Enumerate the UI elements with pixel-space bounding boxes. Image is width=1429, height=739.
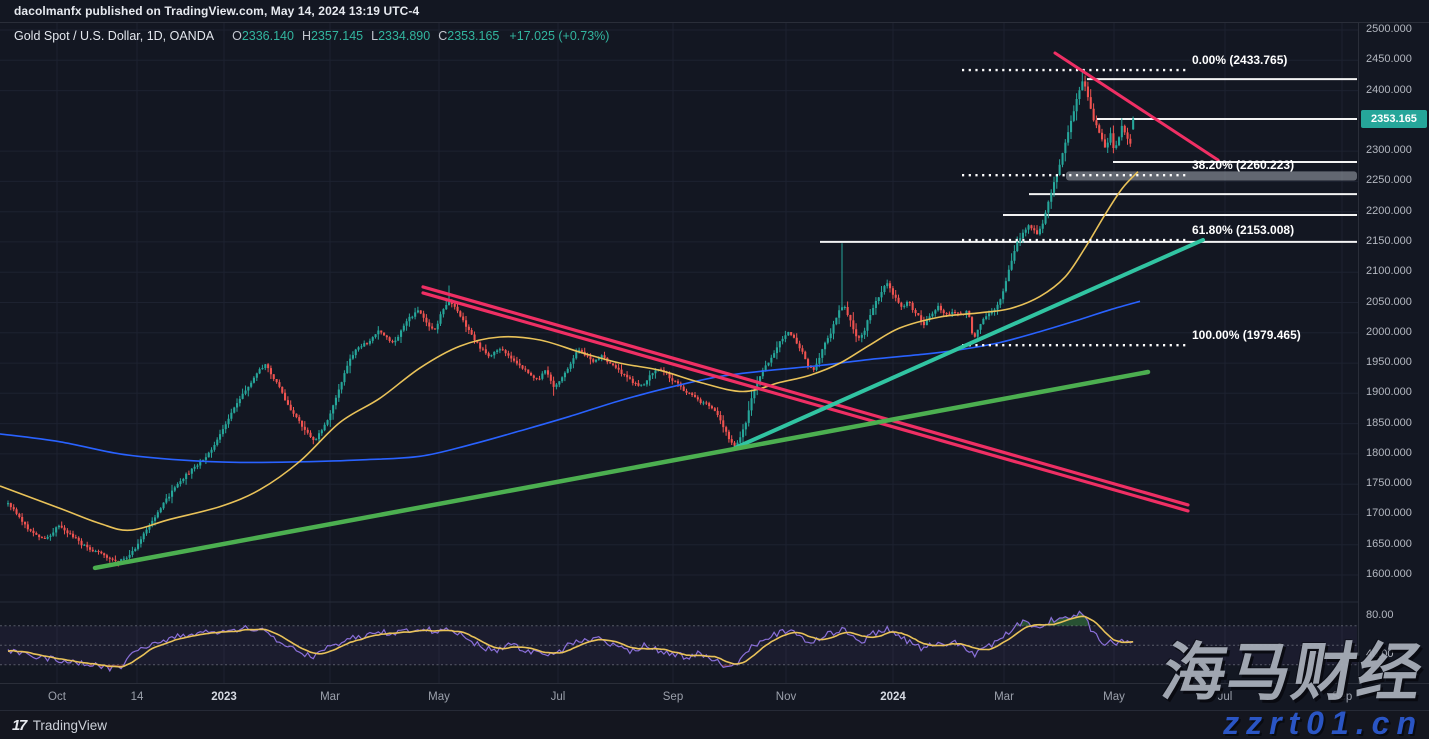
- time-tick-label: Nov: [775, 691, 797, 703]
- price-axis[interactable]: 2353.165 2500.000 2450.000 2400.000 2300.00…: [1358, 22, 1429, 683]
- last-price-badge: 2353.165: [1361, 110, 1427, 128]
- time-tick-label: Sep: [1331, 691, 1353, 703]
- pink-channel-lower-trendline[interactable]: [421, 291, 1190, 513]
- candle-wicks-down: [10, 75, 1131, 567]
- candle-wicks-up: [7, 70, 1134, 565]
- time-tick-label: May: [428, 691, 450, 703]
- teal-support-trendline[interactable]: [733, 237, 1205, 450]
- low-value: 2334.890: [378, 29, 431, 43]
- tradingview-logo-icon: 17: [12, 717, 27, 734]
- tradingview-logo[interactable]: 17 TradingView: [12, 717, 107, 734]
- ma-yellow-line[interactable]: [0, 171, 1139, 532]
- rsi-ma-line[interactable]: [7, 615, 1134, 668]
- high-label: H: [301, 29, 311, 43]
- high-value: 2357.145: [310, 29, 364, 43]
- price-tick-label: 2150.000: [1366, 234, 1412, 247]
- fib-level-label: 61.80% (2153.008): [1192, 223, 1295, 238]
- price-tick-label: 2000.000: [1366, 325, 1412, 338]
- attribution-text: dacolmanfx published on TradingView.com,…: [14, 4, 420, 18]
- change-value: +17.025 (+0.73%): [509, 29, 610, 43]
- price-tick-label: 2200.000: [1366, 204, 1412, 217]
- ma-blue-line[interactable]: [0, 300, 1141, 464]
- chart-canvas[interactable]: [0, 0, 1358, 683]
- price-tick-label: 2400.000: [1366, 83, 1412, 96]
- close-label: C: [438, 29, 448, 43]
- time-tick-label: Mar: [320, 691, 340, 703]
- pink-resistance-trendline[interactable]: [1053, 51, 1220, 162]
- close-value: 2353.165: [447, 29, 500, 43]
- time-tick-label: Sep: [662, 691, 684, 703]
- price-tick-label: 2100.000: [1366, 265, 1412, 278]
- price-tick-label: 1700.000: [1366, 507, 1412, 520]
- price-tick-label: 2050.000: [1366, 295, 1412, 308]
- open-value: 2336.140: [241, 29, 294, 43]
- rsi-tick-label: 40.00: [1366, 648, 1394, 660]
- price-tick-label: 1950.000: [1366, 356, 1412, 369]
- fib-level-label: 0.00% (2433.765): [1192, 53, 1288, 68]
- fib-level-label: 100.00% (1979.465): [1192, 328, 1301, 343]
- candle-bodies-up: [7, 81, 1135, 563]
- fib-level-label: 38.20% (2260.223): [1192, 158, 1295, 173]
- time-tick-label: May: [1103, 691, 1125, 703]
- price-tick-label: 2250.000: [1366, 174, 1412, 187]
- open-label: O: [232, 29, 242, 43]
- time-tick-label: 14: [130, 691, 144, 703]
- price-tick-label: 2500.000: [1366, 23, 1412, 35]
- price-tick-label: 2300.000: [1366, 144, 1412, 157]
- low-label: L: [371, 29, 379, 43]
- gray-zone-band[interactable]: [1066, 171, 1357, 181]
- symbol-title[interactable]: Gold Spot / U.S. Dollar, 1D, OANDA: [14, 29, 215, 43]
- price-tick-label: 2450.000: [1366, 53, 1412, 66]
- candle-bodies-down: [9, 81, 1132, 563]
- time-tick-label: Mar: [994, 691, 1014, 703]
- time-tick-label: 2023: [211, 691, 237, 703]
- pink-channel-upper-trendline[interactable]: [421, 285, 1190, 507]
- footer-bar: 17 TradingView: [0, 710, 1429, 739]
- time-axis[interactable]: Oct 14 2023 Mar May Jul Sep Nov 2024 Mar May Jul Sep: [0, 683, 1429, 711]
- price-tick-label: 1750.000: [1366, 477, 1412, 490]
- price-tick-label: 1600.000: [1366, 568, 1412, 580]
- symbol-legend: Gold Spot / U.S. Dollar, 1D, OANDA O2336.…: [14, 29, 609, 43]
- time-tick-label: Oct: [48, 691, 66, 703]
- price-tick-label: 1800.000: [1366, 446, 1412, 459]
- green-support-trendline[interactable]: [92, 369, 1151, 571]
- price-tick-label: 1650.000: [1366, 537, 1412, 550]
- tradingview-logo-text: TradingView: [32, 718, 107, 733]
- time-tick-label: Jul: [550, 691, 566, 703]
- time-tick-label: 2024: [880, 691, 906, 703]
- price-tick-label: 1850.000: [1366, 416, 1412, 429]
- attribution-bar: dacolmanfx published on TradingView.com,…: [0, 0, 1429, 23]
- price-tick-label: 1900.000: [1366, 386, 1412, 399]
- time-tick-label: Jul: [1217, 691, 1233, 703]
- rsi-tick-label: 80.00: [1366, 609, 1394, 621]
